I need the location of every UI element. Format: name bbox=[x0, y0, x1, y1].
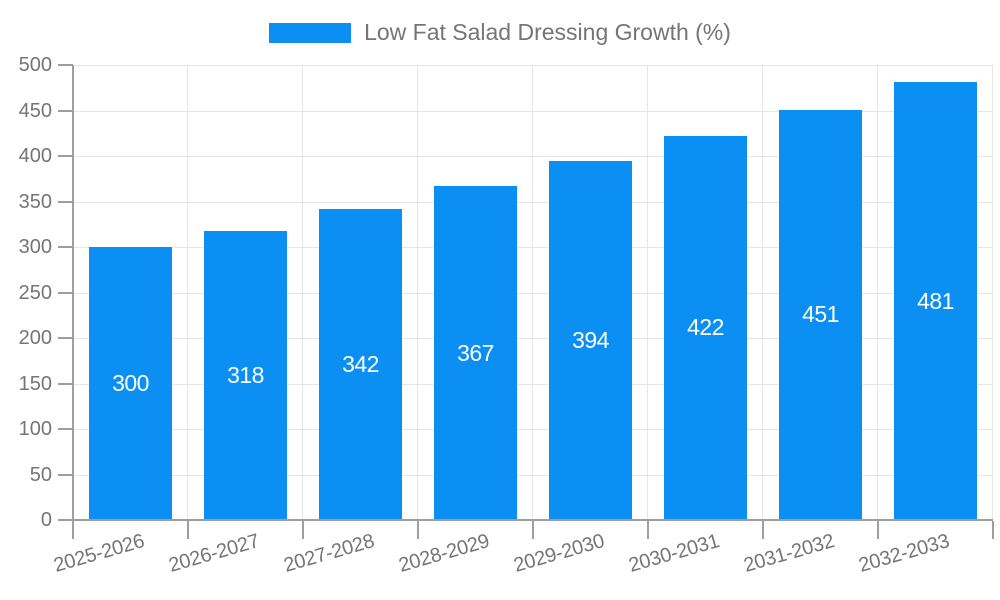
x-axis-category-label: 2027-2028 bbox=[280, 530, 377, 577]
y-axis-tick bbox=[58, 64, 73, 66]
y-axis-tick-label: 0 bbox=[40, 509, 52, 531]
x-axis-category-label: 2026-2027 bbox=[165, 530, 262, 577]
y-axis-tick bbox=[58, 200, 73, 203]
x-axis-tick bbox=[302, 521, 304, 539]
y-gridline bbox=[73, 110, 993, 112]
y-axis-tick-label: 200 bbox=[18, 327, 52, 349]
y-gridline bbox=[73, 292, 993, 294]
x-axis-tick bbox=[877, 521, 879, 539]
legend[interactable]: Low Fat Salad Dressing Growth (%) bbox=[0, 19, 1000, 46]
bar-2027-2028[interactable]: 342 bbox=[319, 208, 402, 520]
y-gridline bbox=[73, 156, 993, 157]
y-axis-tick-label: 500 bbox=[18, 54, 52, 76]
y-axis-tick-label: 50 bbox=[29, 463, 52, 486]
y-axis-tick-label: 250 bbox=[18, 281, 52, 304]
y-axis-tick bbox=[58, 473, 73, 476]
y-axis-tick bbox=[58, 155, 73, 157]
bar-value-label: 300 bbox=[112, 370, 149, 396]
y-axis-tick bbox=[58, 519, 73, 521]
y-gridline bbox=[73, 429, 993, 430]
bar-2029-2030[interactable]: 394 bbox=[549, 161, 632, 520]
bar-value-label: 481 bbox=[917, 287, 954, 314]
bar-value-label: 422 bbox=[687, 314, 724, 341]
x-gridline bbox=[302, 65, 303, 520]
x-gridline bbox=[187, 65, 188, 520]
bar-value-label: 342 bbox=[342, 350, 379, 377]
y-gridline bbox=[73, 201, 993, 203]
x-axis-tick bbox=[992, 521, 994, 539]
y-axis-tick bbox=[58, 109, 73, 112]
x-gridline bbox=[532, 65, 533, 520]
x-axis-tick bbox=[72, 521, 74, 539]
y-gridline bbox=[73, 247, 993, 248]
y-axis-tick-label: 300 bbox=[18, 236, 52, 258]
x-gridline bbox=[992, 65, 993, 520]
bar-value-label: 451 bbox=[802, 301, 839, 328]
bar-2030-2031[interactable]: 422 bbox=[664, 135, 747, 520]
x-gridline bbox=[877, 65, 878, 520]
y-axis-tick bbox=[58, 246, 73, 248]
y-axis-tick bbox=[58, 382, 73, 385]
y-gridline bbox=[73, 383, 993, 385]
y-gridline bbox=[73, 65, 993, 66]
bar-2026-2027[interactable]: 318 bbox=[204, 230, 287, 520]
y-axis-tick bbox=[58, 291, 73, 294]
y-axis-tick-label: 100 bbox=[18, 418, 52, 440]
bar-2032-2033[interactable]: 481 bbox=[894, 82, 977, 520]
y-gridline bbox=[73, 474, 993, 476]
y-axis-tick bbox=[58, 428, 73, 430]
bar-value-label: 367 bbox=[457, 339, 494, 366]
x-axis-category-label: 2032-2033 bbox=[855, 530, 952, 577]
x-gridline bbox=[417, 65, 418, 520]
x-axis-category-label: 2030-2031 bbox=[625, 530, 722, 577]
bar-2031-2032[interactable]: 451 bbox=[779, 109, 862, 520]
x-axis-category-label: 2029-2030 bbox=[510, 530, 607, 577]
legend-swatch-icon bbox=[269, 22, 352, 43]
x-gridline bbox=[647, 65, 648, 520]
y-axis-tick bbox=[58, 337, 73, 339]
x-gridline bbox=[762, 65, 763, 520]
legend-label: Low Fat Salad Dressing Growth (%) bbox=[364, 19, 731, 45]
x-axis-tick bbox=[762, 521, 764, 539]
x-axis-tick bbox=[647, 521, 649, 539]
x-axis-tick bbox=[532, 521, 534, 539]
y-axis-tick-label: 450 bbox=[18, 99, 52, 122]
y-gridline bbox=[73, 338, 993, 339]
bar-value-label: 394 bbox=[572, 327, 609, 354]
bar-2025-2026[interactable]: 300 bbox=[89, 247, 172, 520]
x-axis-tick bbox=[187, 521, 189, 539]
y-axis-tick-label: 150 bbox=[18, 372, 52, 395]
y-axis-line bbox=[72, 65, 74, 520]
y-axis-tick-label: 400 bbox=[18, 145, 52, 167]
bar-2028-2029[interactable]: 367 bbox=[434, 186, 517, 520]
bar-value-label: 318 bbox=[227, 361, 264, 388]
y-axis-tick-label: 350 bbox=[18, 190, 52, 213]
x-axis-line bbox=[72, 519, 993, 521]
x-axis-category-label: 2028-2029 bbox=[395, 530, 492, 577]
plot-area: 0 50 100 150 200 250 300 350 400 450 500 300 318 342 3… bbox=[19, 55, 994, 577]
x-axis-tick bbox=[417, 521, 419, 539]
x-axis-category-label: 2031-2032 bbox=[740, 530, 837, 577]
x-axis-category-label: 2025-2026 bbox=[50, 530, 147, 577]
